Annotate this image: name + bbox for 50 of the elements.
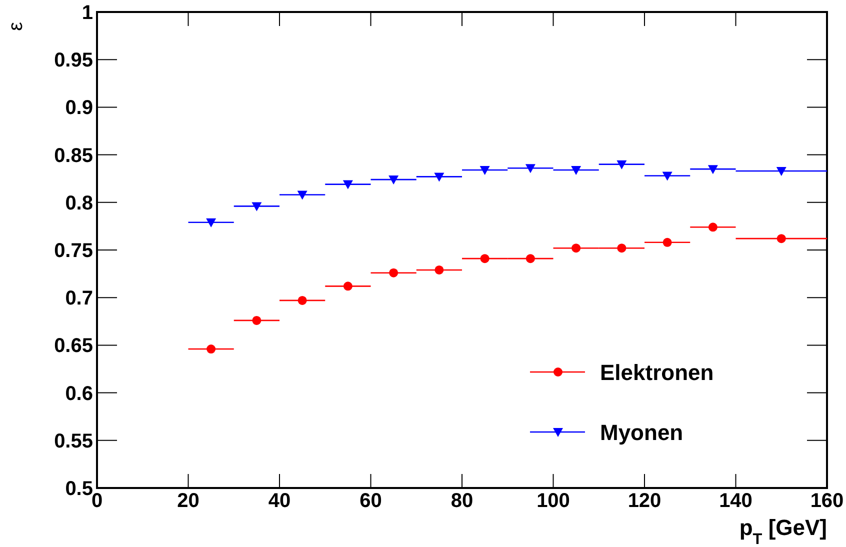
y-tick-label: 0.95 bbox=[54, 50, 93, 72]
point bbox=[206, 344, 216, 354]
point bbox=[526, 254, 535, 264]
x-tick-label: 100 bbox=[536, 490, 570, 512]
y-tick-label: 0.6 bbox=[65, 382, 93, 405]
y-tick-label: 0.5 bbox=[65, 478, 93, 500]
point bbox=[480, 166, 490, 176]
x-tick-label: 60 bbox=[360, 490, 382, 512]
point bbox=[662, 238, 672, 247]
point bbox=[480, 254, 490, 264]
x-tick-label: 0 bbox=[91, 490, 103, 512]
x-axis-title: p$_{T}$ [GeV] bbox=[739, 515, 827, 547]
point bbox=[616, 160, 627, 170]
point bbox=[434, 265, 444, 274]
x-tick-label: 160 bbox=[810, 490, 844, 512]
legend-label: Myonen bbox=[600, 420, 684, 445]
y-tick-label: 0.85 bbox=[54, 144, 93, 167]
x-tick-label: 20 bbox=[177, 490, 200, 512]
point bbox=[343, 282, 352, 291]
y-axis-title: ε bbox=[5, 22, 27, 31]
point bbox=[571, 166, 582, 176]
x-tick-label: 140 bbox=[719, 490, 752, 512]
point bbox=[525, 164, 536, 174]
y-tick-label: 1 bbox=[82, 2, 93, 24]
y-tick-label: 0.9 bbox=[65, 97, 93, 120]
point bbox=[434, 172, 444, 182]
point bbox=[662, 172, 672, 181]
point bbox=[776, 166, 786, 176]
x-tick-label: 120 bbox=[628, 490, 662, 512]
point bbox=[708, 165, 718, 174]
point bbox=[342, 180, 353, 190]
point bbox=[206, 218, 216, 228]
point bbox=[298, 296, 307, 305]
point bbox=[252, 316, 262, 325]
point bbox=[572, 244, 581, 253]
y-tick-label: 0.65 bbox=[54, 335, 93, 358]
y-tick-label: 0.8 bbox=[65, 192, 93, 214]
y-tick-label: 0.75 bbox=[54, 240, 93, 262]
x-tick-label: 80 bbox=[450, 490, 474, 512]
point bbox=[389, 268, 398, 278]
point bbox=[388, 176, 399, 185]
point bbox=[708, 222, 718, 232]
x-tick-label: 40 bbox=[268, 490, 291, 512]
point bbox=[252, 202, 262, 212]
point bbox=[617, 244, 626, 253]
point bbox=[776, 234, 786, 244]
point bbox=[297, 190, 308, 200]
legend-label: Elektronen bbox=[600, 360, 714, 385]
y-tick-label: 0.55 bbox=[54, 430, 93, 452]
y-tick-label: 0.7 bbox=[65, 288, 93, 310]
